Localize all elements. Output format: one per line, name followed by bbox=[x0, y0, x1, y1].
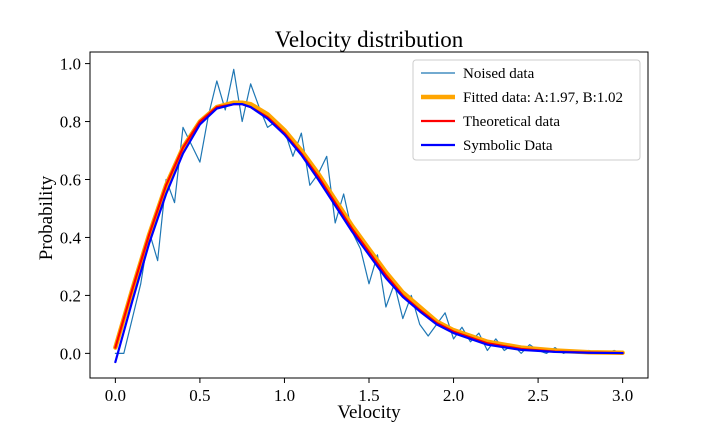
series-line-3 bbox=[114, 103, 624, 355]
y-tick-label: 0.6 bbox=[60, 171, 81, 190]
legend-label-1: Noised data bbox=[463, 66, 535, 82]
legend: Noised data Fitted data: A:1.97, B:1.02 Th… bbox=[412, 59, 641, 161]
y-tick-label: 0.4 bbox=[60, 228, 82, 247]
series-group bbox=[113, 68, 625, 364]
x-tick-label: 1.0 bbox=[274, 386, 295, 405]
y-tick-label: 1.0 bbox=[60, 55, 81, 74]
x-tick-label: 0.5 bbox=[189, 386, 210, 405]
legend-label-3: Theoretical data bbox=[463, 114, 560, 130]
series-line-4 bbox=[114, 103, 624, 364]
y-axis-label: Probability bbox=[36, 175, 57, 260]
x-tick-label: 2.0 bbox=[443, 386, 464, 405]
x-tick-label: 2.5 bbox=[527, 386, 548, 405]
x-tick-label: 3.0 bbox=[612, 386, 633, 405]
x-tick-label: 0.0 bbox=[105, 386, 126, 405]
plot-area: 0.0 0.5 1.0 1.5 2.0 2.5 3.0 0.0 0.2 0.4 0.6 0.8 1.0 bbox=[60, 51, 649, 405]
chart-title: Velocity distribution bbox=[275, 27, 464, 52]
legend-box bbox=[412, 59, 641, 161]
x-axis-label: Velocity bbox=[337, 402, 401, 423]
y-tick-label: 0.8 bbox=[60, 113, 81, 132]
y-tick-label: 0.2 bbox=[60, 286, 81, 305]
x-tick-label: 1.5 bbox=[358, 386, 379, 405]
legend-label-2: Fitted data: A:1.97, B:1.02 bbox=[463, 90, 623, 106]
legend-label-4: Symbolic Data bbox=[463, 138, 553, 154]
y-tick-label: 0.0 bbox=[60, 344, 81, 363]
